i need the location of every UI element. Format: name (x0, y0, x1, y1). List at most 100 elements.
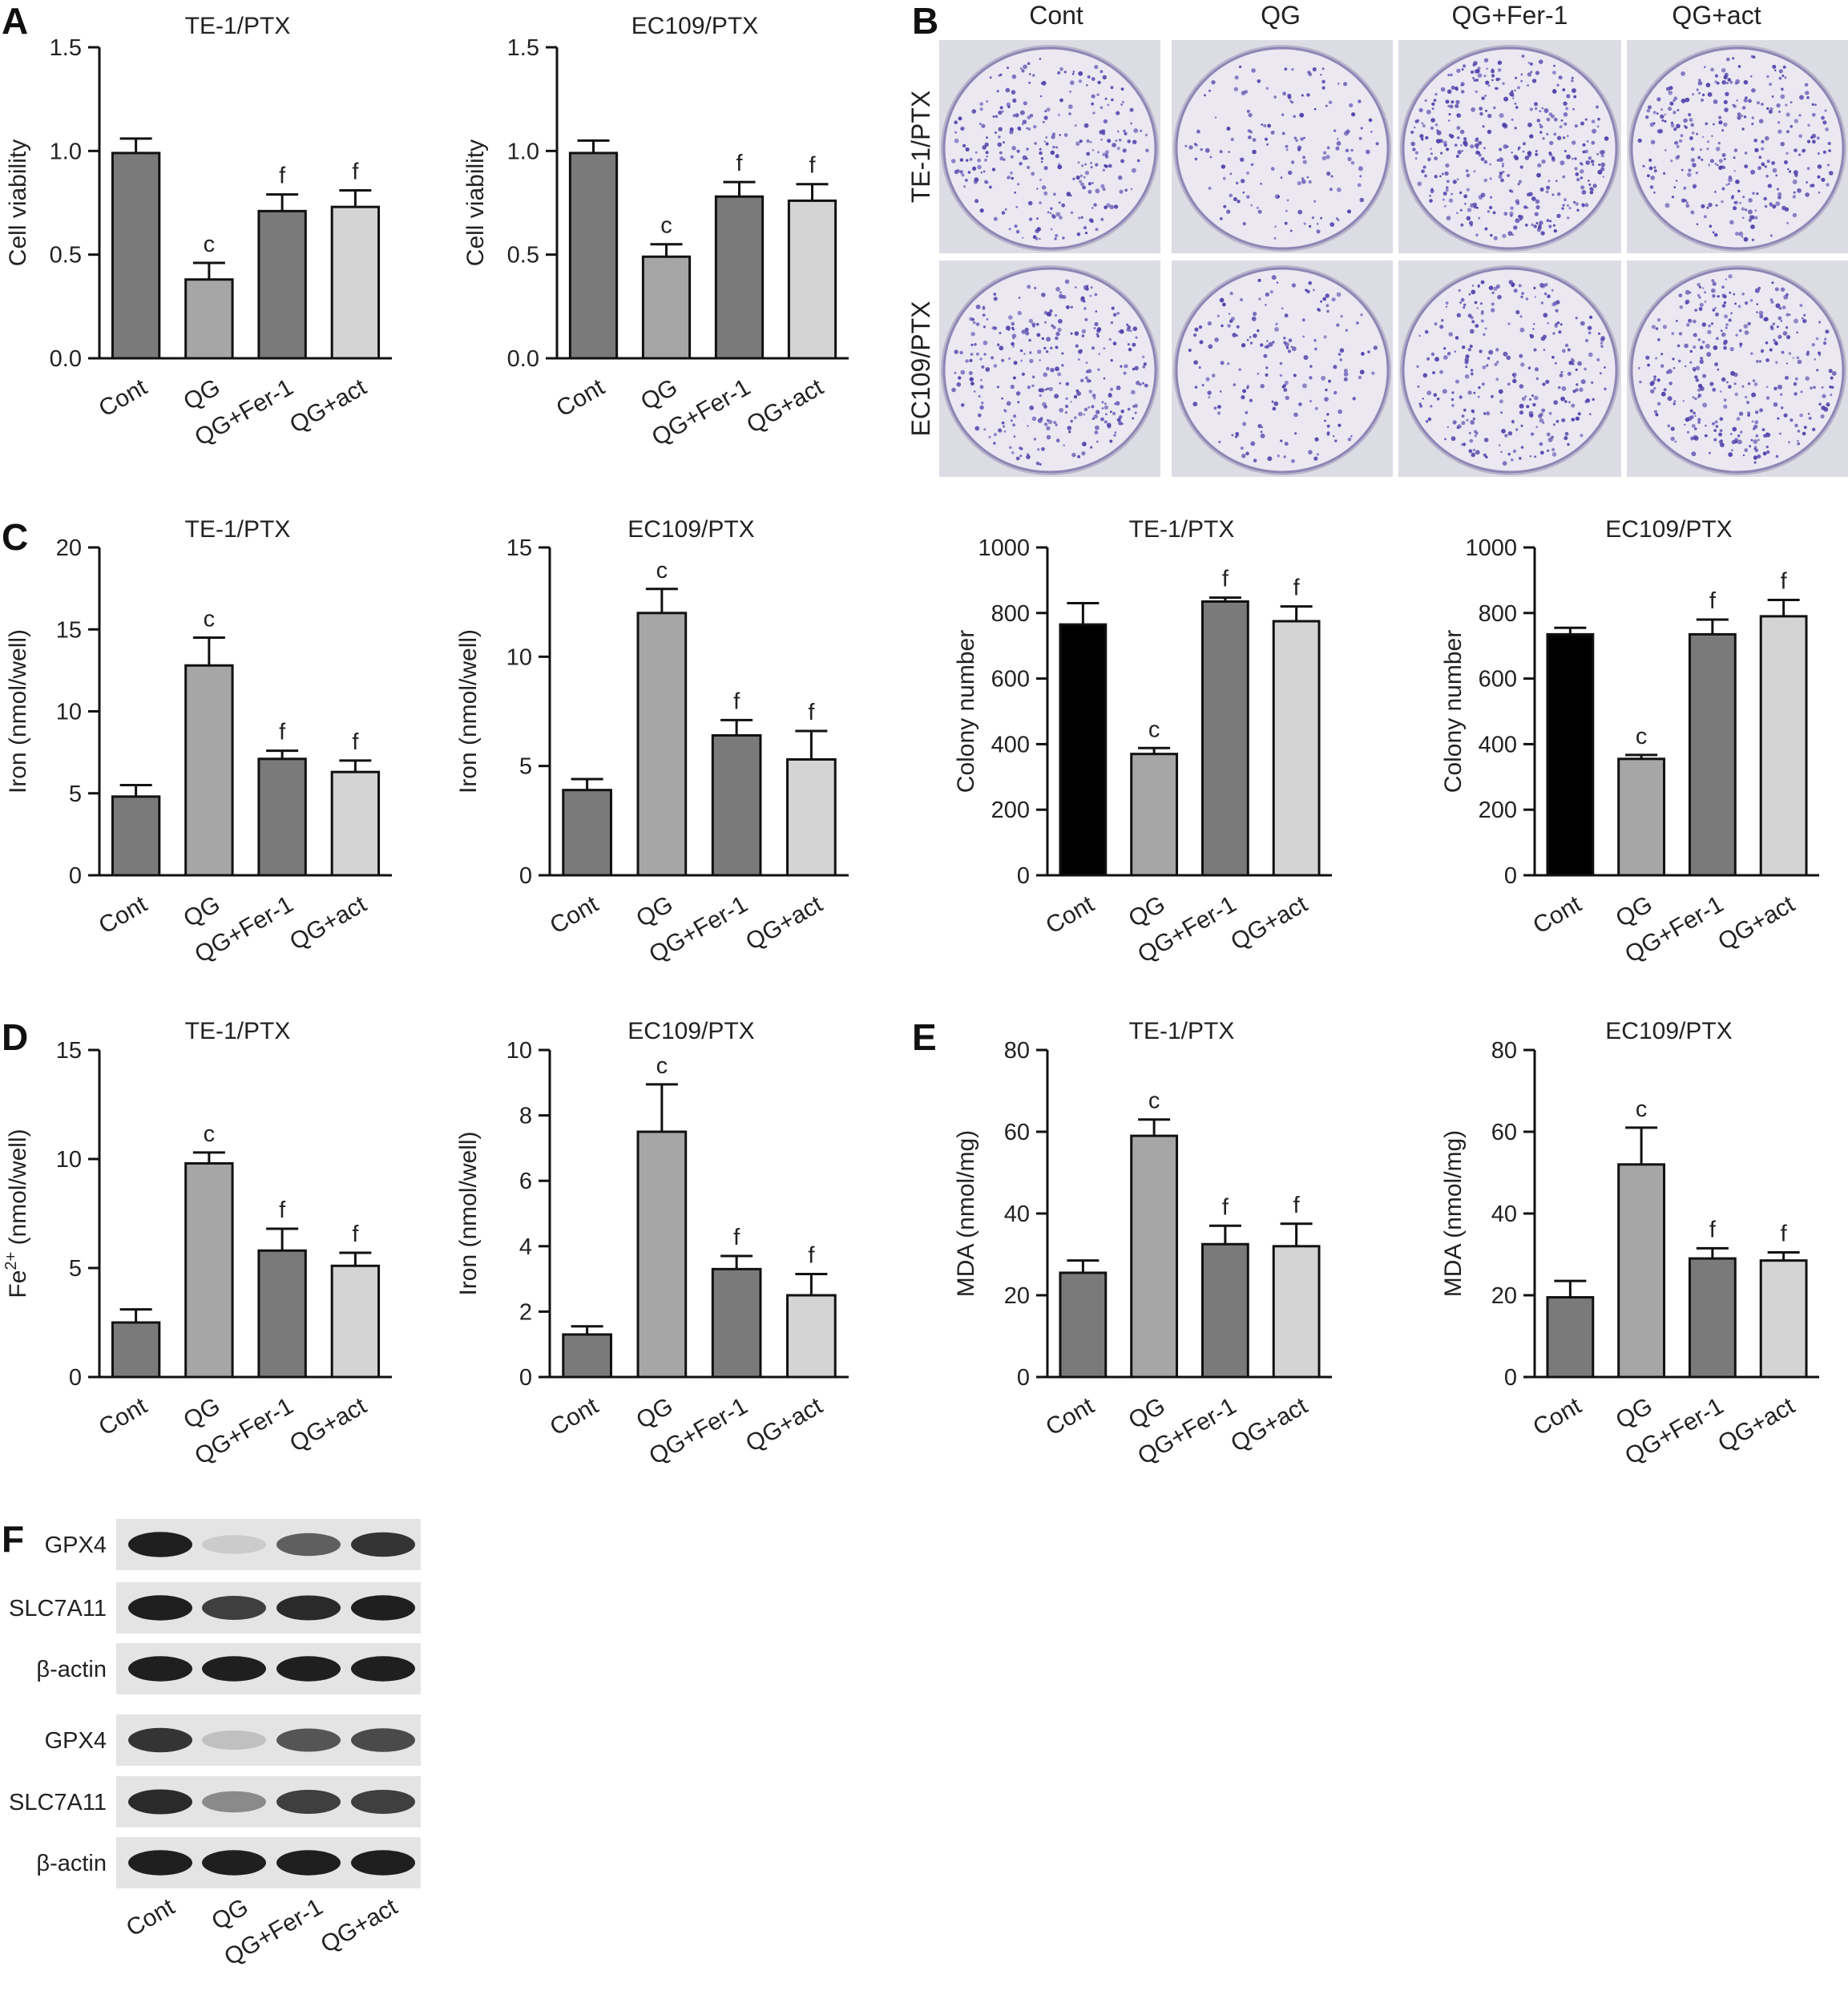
y-tick-label: 400 (991, 732, 1030, 757)
colony-dot (1796, 331, 1798, 334)
colony-dot (960, 370, 966, 375)
colony-dot (1507, 431, 1513, 436)
colony-dot (1692, 184, 1697, 188)
colony-dot (1769, 83, 1773, 87)
colony-dot (1347, 156, 1352, 162)
bar-cont (1546, 632, 1595, 877)
colony-dot (1761, 349, 1765, 353)
colony-dot (1721, 67, 1726, 73)
colony-dot (1208, 187, 1212, 190)
colony-dot (1349, 103, 1354, 107)
colony-dot (1297, 209, 1303, 215)
colony-dot (1436, 129, 1439, 132)
colony-dot (1651, 325, 1656, 329)
colony-dot (1281, 131, 1285, 135)
colony-dot (1044, 110, 1047, 113)
colony-dot (1285, 341, 1289, 347)
colony-dot (959, 158, 964, 162)
colony-dot (1807, 413, 1810, 415)
colony-dot (979, 107, 983, 111)
colony-dot (1539, 450, 1544, 455)
colony-dot (1713, 438, 1717, 442)
colony-dot (1775, 201, 1781, 206)
colony-dot (1551, 355, 1555, 359)
bar-qg (636, 612, 688, 877)
colony-dot (1704, 301, 1707, 303)
colony-dot (1006, 102, 1011, 107)
colony-dot (1753, 424, 1758, 430)
colony-dot (983, 325, 986, 329)
colony-dot (1584, 400, 1588, 404)
bar-qg-act (1759, 1259, 1808, 1379)
colony-dot (1499, 113, 1504, 119)
colony-dot (1021, 123, 1024, 126)
colony-dot (1794, 392, 1798, 396)
colony-dot (1523, 205, 1527, 209)
colony-dot (1674, 440, 1677, 443)
colony-dot (1265, 345, 1269, 349)
colony-dot (1119, 189, 1124, 194)
colony-dot (1226, 209, 1231, 214)
colony-dot (1782, 331, 1788, 336)
colony-dot (1285, 209, 1288, 212)
colony-dot (1753, 455, 1758, 460)
colony-plate (939, 40, 1160, 253)
colony-dot (1268, 341, 1273, 347)
colony-dot (1478, 153, 1482, 157)
colony-dot (1041, 293, 1046, 297)
colony-dot (1571, 76, 1574, 79)
colony-dot (1474, 434, 1477, 438)
colony-dot (1459, 208, 1463, 212)
colony-dot (1519, 315, 1523, 318)
y-axis-label: Iron (nmol/well) (5, 629, 31, 794)
colony-dot (1116, 130, 1120, 133)
colony-dot (1740, 430, 1743, 434)
colony-dot (1650, 139, 1656, 145)
colony-dot (1263, 123, 1267, 127)
colony-dot (1541, 408, 1546, 413)
colony-dot (1131, 390, 1136, 395)
colony-dot (1714, 191, 1717, 193)
colony-dot (1446, 186, 1449, 189)
colony-dot (1568, 207, 1572, 210)
colony-dot (1456, 136, 1460, 139)
colony-dot (1719, 439, 1724, 443)
colony-dot (1283, 337, 1286, 340)
colony-dot (1463, 306, 1466, 309)
colony-dot (1552, 224, 1555, 227)
colony-dot (1519, 327, 1525, 333)
colony-dot (1084, 376, 1088, 380)
colony-dot (1811, 343, 1815, 347)
colony-dot (1750, 169, 1756, 175)
colony-dot (1585, 160, 1590, 165)
colony-dot (1773, 402, 1778, 407)
colony-dot (1457, 150, 1462, 155)
colony-dot (1483, 147, 1486, 150)
significance-label: c (1636, 724, 1648, 749)
significance-label: c (1148, 717, 1160, 742)
colony-dot (1445, 188, 1449, 192)
colony-dot (1789, 418, 1794, 422)
colony-dot (1023, 353, 1026, 355)
colony-dot (1241, 343, 1246, 348)
colony-dot (1326, 146, 1330, 150)
colony-dot (993, 293, 997, 296)
colony-dot (1543, 108, 1549, 113)
colony-dot (1077, 349, 1083, 354)
y-axis-label: MDA (nmol/mg) (1440, 1130, 1467, 1297)
colony-dot (972, 321, 976, 325)
colony-dot (975, 305, 981, 309)
colony-dot (980, 172, 983, 174)
colony-dot (1094, 430, 1099, 435)
colony-dot (1476, 147, 1479, 149)
colony-dot (1293, 136, 1297, 139)
colony-dot (1757, 166, 1761, 171)
colony-dot (1695, 365, 1701, 371)
colony-dot (1576, 178, 1580, 182)
colony-dot (1530, 63, 1533, 66)
colony-dot (1535, 152, 1539, 156)
colony-dot (1475, 324, 1479, 328)
colony-dot (1766, 160, 1770, 164)
colony-dot (1373, 345, 1378, 350)
